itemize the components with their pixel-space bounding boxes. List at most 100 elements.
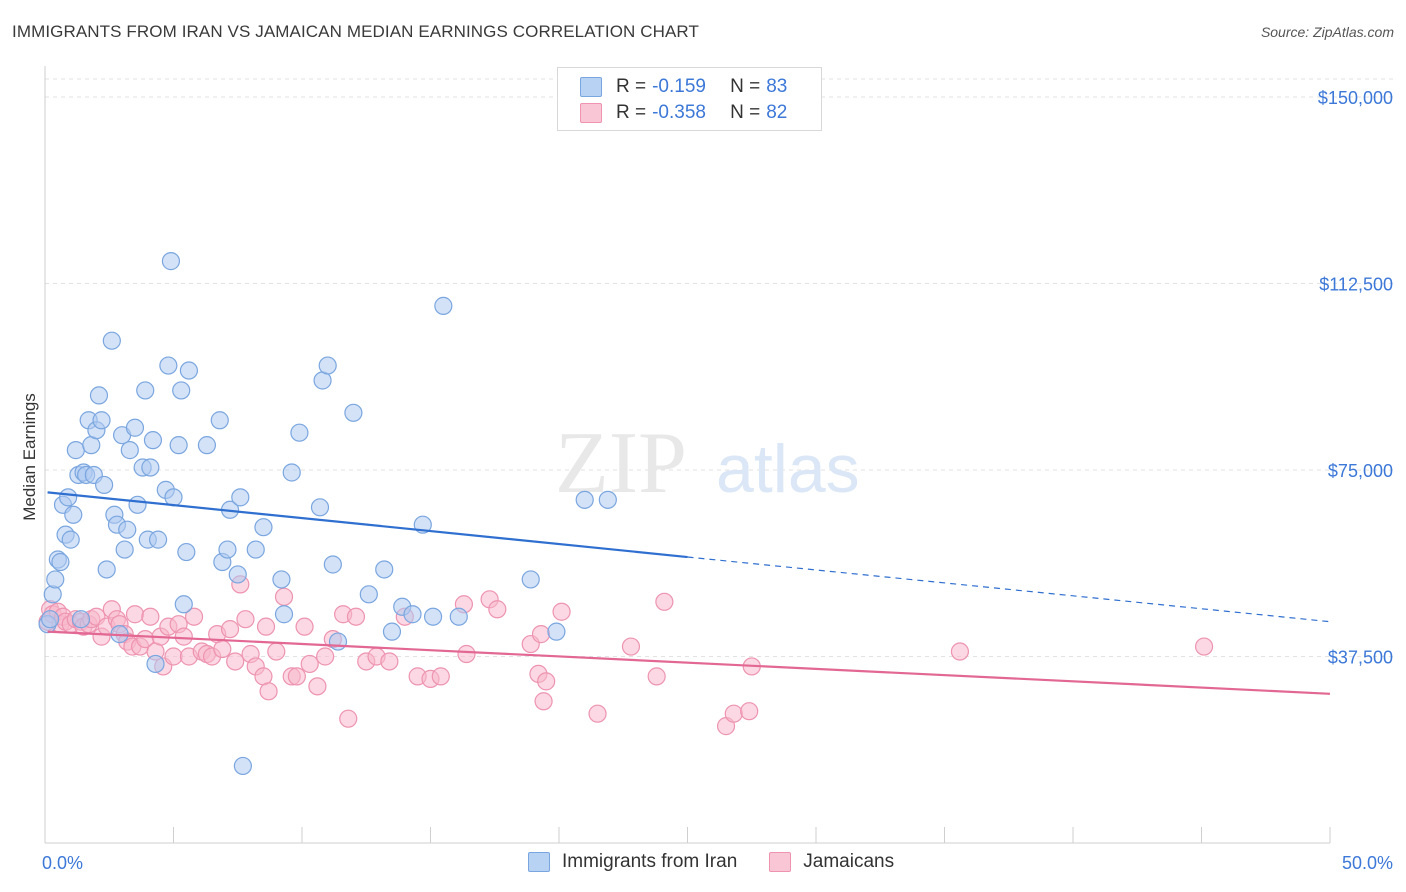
data-point-iran [89,386,109,405]
data-point-jamaicans [164,647,183,666]
data-point-iran [423,607,443,626]
data-point-jamaicans [267,642,286,661]
data-point-iran [120,441,139,460]
chart-title: IMMIGRANTS FROM IRAN VS JAMAICAN MEDIAN … [12,22,699,41]
data-point-jamaicans [236,610,255,629]
data-point-jamaicans [552,602,571,621]
data-point-jamaicans [488,600,507,619]
data-point-iran [210,411,229,430]
series-legend: Immigrants from Iran Jamaicans [528,851,926,873]
data-point-jamaicans [295,617,314,636]
data-point-iran [174,595,193,614]
data-point-iran [136,381,155,400]
data-point-jamaicans [588,704,607,723]
y-tick-label: $75,000 [1328,461,1393,481]
data-point-jamaicans [184,607,204,626]
data-point-jamaicans [534,692,553,711]
data-point-iran [274,605,294,624]
data-point-jamaicans [226,652,245,671]
data-point-jamaicans [431,667,450,686]
legend-r-label: R = [616,102,647,123]
data-point-jamaicans [647,667,666,686]
data-point-iran [328,632,348,651]
y-axis-title: Median Earnings [20,393,39,521]
data-point-iran [95,475,114,495]
data-point-iran [272,570,291,589]
data-point-iran [92,411,111,430]
data-point-jamaicans [220,620,240,639]
data-point-jamaicans [655,592,674,611]
chart-source: Source: ZipAtlas.com [1260,24,1394,40]
data-point-iran [344,403,363,422]
data-point-jamaicans [380,652,399,671]
legend-swatch-iran [580,77,602,97]
data-point-iran [282,463,301,482]
data-point-iran [146,654,165,674]
data-point-iran [521,570,540,589]
legend-r-label: R = [616,76,647,97]
legend-n-label: N = [730,102,761,123]
data-point-iran [197,436,217,455]
data-point-iran [161,252,181,271]
data-point-jamaicans [950,642,970,661]
legend-row-jamaicans: R = -0.358 N = 82 [580,101,787,125]
y-tick-label: $112,500 [1319,275,1393,295]
trend-lines [47,491,1331,695]
data-point-iran [403,605,422,624]
data-point-iran [64,505,83,524]
series-jamaicans [38,575,1214,736]
trend-line-iran-projected [687,556,1331,623]
data-point-iran [179,361,199,380]
data-point-jamaicans [141,607,160,626]
data-point-iran [290,423,309,442]
legend-r-value: -0.358 [652,102,706,123]
data-point-jamaicans [1194,637,1214,656]
data-point-iran [310,498,330,517]
data-point-iran [382,622,402,641]
data-point-jamaicans [457,644,476,664]
axis-labels: $150,000 $112,500 $75,000 $37,500 0.0% 50.0% [42,88,1393,873]
legend-label-iran: Immigrants from Iran [562,851,738,872]
legend-swatch-iran [528,852,550,872]
data-point-iran [246,540,265,559]
data-point-jamaicans [339,709,358,728]
data-point-iran [51,552,70,572]
data-point-iran [575,490,594,509]
y-tick-label: $37,500 [1328,648,1393,668]
legend-n-label: N = [730,76,761,97]
series-iran [38,252,617,776]
data-point-iran [233,756,252,776]
data-point-iran [141,458,160,477]
data-point-jamaicans [621,637,641,656]
data-point-iran [159,356,178,375]
data-point-iran [375,560,394,579]
data-point-iran [434,296,453,315]
legend-row-iran: R = -0.159 N = 83 [580,75,787,99]
grid-lines [45,78,1395,657]
data-point-iran [359,585,378,604]
data-point-iran [97,560,116,579]
data-point-iran [43,585,62,604]
data-point-jamaicans [537,672,556,691]
data-point-jamaicans [287,667,306,686]
data-point-jamaicans [308,677,327,696]
data-point-iran [172,381,191,400]
data-point-iran [125,418,145,437]
data-point-jamaicans [724,704,743,723]
data-point-jamaicans [125,605,145,624]
data-point-iran [41,610,60,629]
data-point-jamaicans [316,647,335,666]
data-point-iran [61,530,80,549]
data-point-iran [128,495,147,514]
watermark-zip: ZIP [555,415,687,512]
data-point-iran [254,518,273,537]
trend-line-iran [47,491,688,559]
data-point-iran [66,441,85,460]
data-point-jamaicans [300,654,319,674]
data-point-iran [598,490,617,509]
data-point-jamaicans [531,625,551,644]
data-point-iran [115,540,134,559]
data-point-jamaicans [256,617,276,636]
legend-item-iran: Immigrants from Iran [528,851,737,873]
